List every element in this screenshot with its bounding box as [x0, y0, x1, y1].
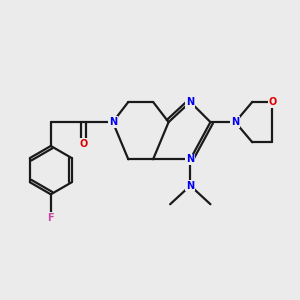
- Text: O: O: [268, 97, 277, 107]
- Text: N: N: [231, 117, 239, 127]
- Text: N: N: [186, 97, 194, 107]
- Text: N: N: [186, 154, 194, 164]
- Text: N: N: [186, 181, 194, 190]
- Text: O: O: [79, 139, 88, 149]
- Text: F: F: [47, 213, 54, 223]
- Text: N: N: [109, 117, 117, 127]
